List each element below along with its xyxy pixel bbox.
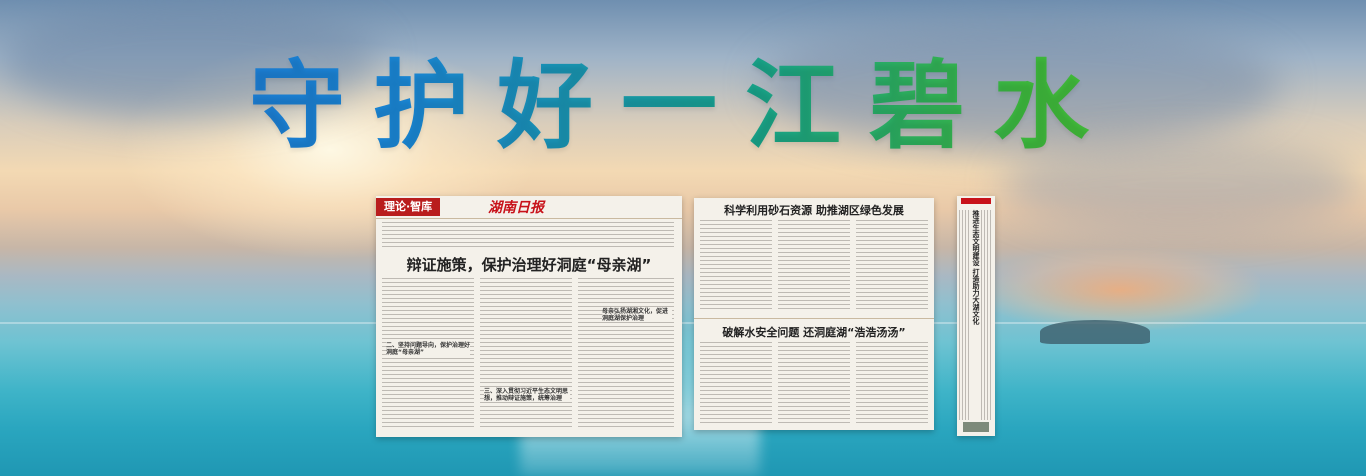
cloud	[1000, 140, 1360, 230]
article-headline: 破解水安全问题 还洞庭湖“浩浩汤汤”	[722, 326, 906, 339]
article-column	[778, 342, 850, 426]
horizon	[0, 322, 1366, 324]
divider	[694, 318, 934, 319]
subhead: 三、深入贯彻习近平生态文明思想，推动辩证施策，统筹治理	[484, 388, 570, 402]
vertical-headline: 推进生态文明建设 打造助力大湖文化	[972, 210, 980, 325]
article-headline: 科学利用砂石资源 助推湖区绿色发展	[724, 204, 904, 217]
lead-text	[382, 222, 674, 248]
subhead: 二、坚持问题导向，保护治理好洞庭“母亲湖”	[386, 342, 471, 356]
subhead: 母亲弘扬湖湘文化，促进洞庭湖保护治理	[602, 308, 672, 322]
photo	[963, 422, 989, 432]
article-column	[778, 220, 850, 312]
newspaper-page-1[interactable]: 理论·智库 湖南日报 辩证施策，保护治理好洞庭“母亲湖” 二、坚持问题导向，保护…	[376, 196, 682, 437]
article-column	[856, 342, 928, 426]
article-column	[700, 220, 772, 312]
banner-title: 守护好一江碧水	[0, 28, 1366, 167]
sunset-glow	[980, 250, 1260, 330]
newspaper-page-2[interactable]: 科学利用砂石资源 助推湖区绿色发展 破解水安全问题 还洞庭湖“浩浩汤汤”	[694, 198, 934, 430]
article-column	[981, 210, 993, 420]
article-column	[480, 278, 572, 428]
rock-island	[1040, 320, 1150, 344]
article-headline: 辩证施策，保护治理好洞庭“母亲湖”	[406, 256, 652, 274]
article-column	[700, 342, 772, 426]
newspaper-logo: 湖南日报	[488, 200, 544, 216]
article-column	[959, 210, 969, 420]
article-column	[578, 278, 674, 428]
section-tag: 理论·智库	[376, 198, 441, 216]
newspaper-page-3[interactable]: 推进生态文明建设 打造助力大湖文化	[957, 196, 995, 436]
cloud	[760, 20, 1280, 150]
cloud	[0, 0, 380, 120]
section-tag	[961, 198, 991, 204]
article-column	[856, 220, 928, 312]
masthead: 理论·智库 湖南日报	[376, 196, 682, 219]
